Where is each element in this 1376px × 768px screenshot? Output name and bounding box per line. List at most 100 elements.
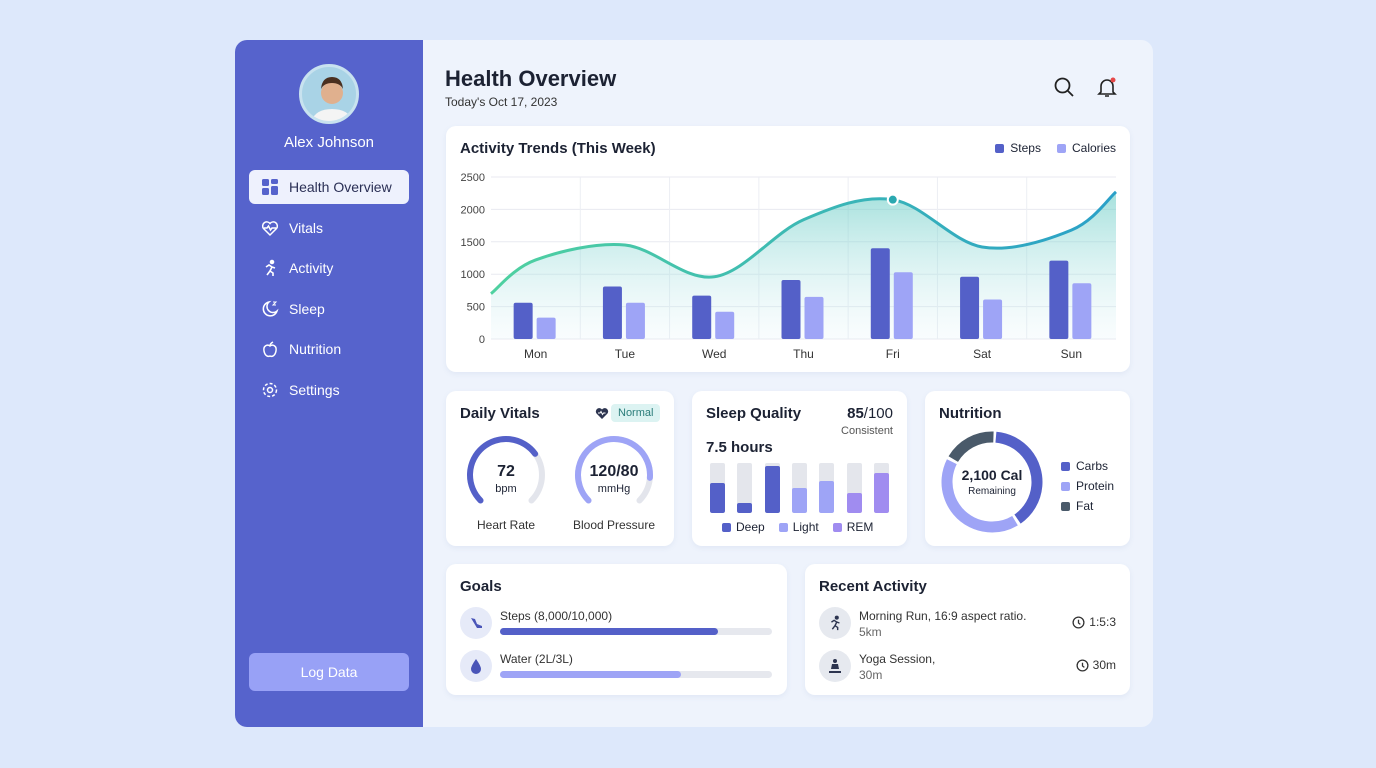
avatar[interactable] (299, 64, 359, 124)
clock-icon (1076, 658, 1089, 672)
chart-legend: Steps Calories (995, 141, 1116, 155)
sidebar-item-activity[interactable]: Activity (249, 251, 409, 285)
nutrition-calories: 2,100 Cal (961, 467, 1023, 483)
trend-line (490, 190, 1118, 295)
blood-pressure-gauge (575, 436, 653, 504)
gauge-fill (575, 436, 653, 504)
apple-icon (263, 341, 277, 358)
sleep-score-max: /100 (863, 405, 893, 422)
heart-icon (595, 408, 609, 419)
legend-swatch-light (778, 522, 788, 532)
sleep-title: Sleep Quality (706, 405, 802, 422)
sidebar-item-vitals[interactable]: Vitals (249, 211, 409, 245)
activity-chart: 0 500 1000 1500 2000 2500 Mon Tue Wed Thu Fri Sat Su… (461, 172, 1118, 361)
running-icon (819, 607, 851, 639)
search-icon[interactable] (1053, 76, 1075, 98)
activity-time: 1:5:3 (1089, 615, 1116, 629)
goal-progress-water (500, 671, 772, 678)
sidebar-nav: Health Overview Vitals Activity Sleep Nu… (249, 170, 409, 413)
recent-activity-card: Recent Activity Morning Run, 16:9 aspect… (805, 564, 1130, 695)
activity-title: Yoga Session, (859, 652, 936, 666)
grid-icon (262, 179, 278, 195)
y-tick-label: 1000 (461, 269, 485, 281)
legend-swatch-rem (832, 522, 842, 532)
legend-label-deep: Deep (736, 520, 765, 534)
goals-title: Goals (460, 578, 502, 595)
sleep-bar-deep (737, 463, 753, 513)
vitals-title: Daily Vitals (460, 405, 540, 422)
sidebar-item-label: Activity (289, 260, 334, 276)
gear-icon (262, 382, 278, 397)
sidebar-item-sleep[interactable]: Sleep (249, 292, 409, 326)
bar-calories-thu (804, 296, 824, 339)
activity-sub: 5km (859, 625, 882, 639)
sidebar-item-settings[interactable]: Settings (249, 373, 409, 407)
sidebar-item-label: Health Overview (289, 179, 392, 195)
legend-label-fat: Fat (1076, 499, 1094, 513)
x-tick-label: Sat (973, 347, 992, 361)
x-tick-label: Mon (524, 347, 547, 361)
legend-swatch-steps (995, 143, 1005, 153)
legend-label-protein: Protein (1076, 479, 1115, 493)
donut-segment-protein (941, 431, 1043, 533)
nutrition-donut (941, 431, 1043, 533)
sleep-bar-deep (710, 463, 725, 513)
legend-label-calories: Calories (1071, 141, 1116, 155)
legend-label-steps: Steps (1010, 141, 1041, 155)
sleep-bar-light (819, 463, 835, 513)
sidebar-item-label: Sleep (289, 300, 325, 317)
activity-trends-card: Activity Trends (This Week) Steps Calori… (446, 126, 1130, 372)
nutrition-sub: Remaining (968, 486, 1016, 497)
activity-time: 30m (1092, 658, 1116, 672)
heart-rate-unit: bpm (495, 483, 517, 495)
bar-calories-sat (983, 299, 1003, 339)
sidebar-item-label: Nutrition (289, 341, 342, 357)
log-data-button[interactable]: Log Data (249, 653, 409, 691)
x-tick-label: Sun (1061, 347, 1082, 361)
trend-area (491, 191, 1116, 339)
blood-pressure-value: 120/80 (589, 463, 639, 480)
legend-swatch-protein (1061, 481, 1070, 491)
bar-calories-mon (536, 317, 556, 339)
bar-steps-tue (602, 286, 622, 339)
sidebar-item-label: Settings (289, 381, 340, 398)
x-tick-label: Wed (702, 347, 726, 361)
bar-steps-fri (870, 248, 890, 339)
legend-swatch-calories (1056, 143, 1066, 153)
legend-label-carbs: Carbs (1076, 459, 1109, 473)
activity-sub: 30m (859, 668, 883, 682)
sleep-bar-deep (764, 463, 780, 513)
recent-title: Recent Activity (819, 578, 927, 595)
nutrition-card: Nutrition 2,100 Cal Remaining Carbs Prot… (925, 391, 1130, 546)
y-tick-label: 500 (467, 302, 485, 314)
page-title: Health Overview (445, 66, 617, 91)
main-content: Health Overview Today's Oct 17, 2023 Act… (423, 40, 1153, 727)
heart-rate-value: 72 (497, 463, 515, 480)
sleep-legend: Deep Light REM (722, 520, 873, 534)
sidebar-item-health-overview[interactable]: Health Overview (249, 170, 409, 204)
shoe-icon (460, 607, 492, 639)
bar-steps-wed (692, 295, 712, 339)
heart-pulse-icon (261, 220, 279, 236)
x-tick-label: Thu (793, 347, 814, 361)
sidebar-item-nutrition[interactable]: Nutrition (249, 332, 409, 366)
bar-steps-sat (960, 276, 980, 339)
sleep-quality-card: Sleep Quality 85/100 Consistent 7.5 hour… (692, 391, 907, 546)
chart-title: Activity Trends (This Week) (460, 140, 656, 157)
sleep-score: 85 (847, 405, 864, 422)
heart-rate-label: Heart Rate (476, 518, 536, 532)
legend-swatch-fat (1061, 501, 1070, 511)
goal-label-water: Water (2L/3L) (500, 652, 573, 666)
sidebar-item-label: Vitals (289, 219, 323, 236)
bell-icon[interactable] (1096, 76, 1118, 98)
legend-swatch-deep (722, 522, 731, 532)
sleep-bar-light (791, 463, 807, 513)
y-tick-label: 1500 (461, 237, 485, 249)
y-tick-label: 0 (479, 334, 485, 346)
legend-label-rem: REM (846, 520, 874, 534)
sleep-score-label: Consistent (841, 425, 893, 437)
trend-highlight-point (886, 193, 899, 206)
user-name: Alex Johnson (283, 134, 375, 151)
activity-title: Morning Run, 16:9 aspect ratio. (859, 609, 1027, 623)
bar-steps-sun (1049, 260, 1069, 339)
